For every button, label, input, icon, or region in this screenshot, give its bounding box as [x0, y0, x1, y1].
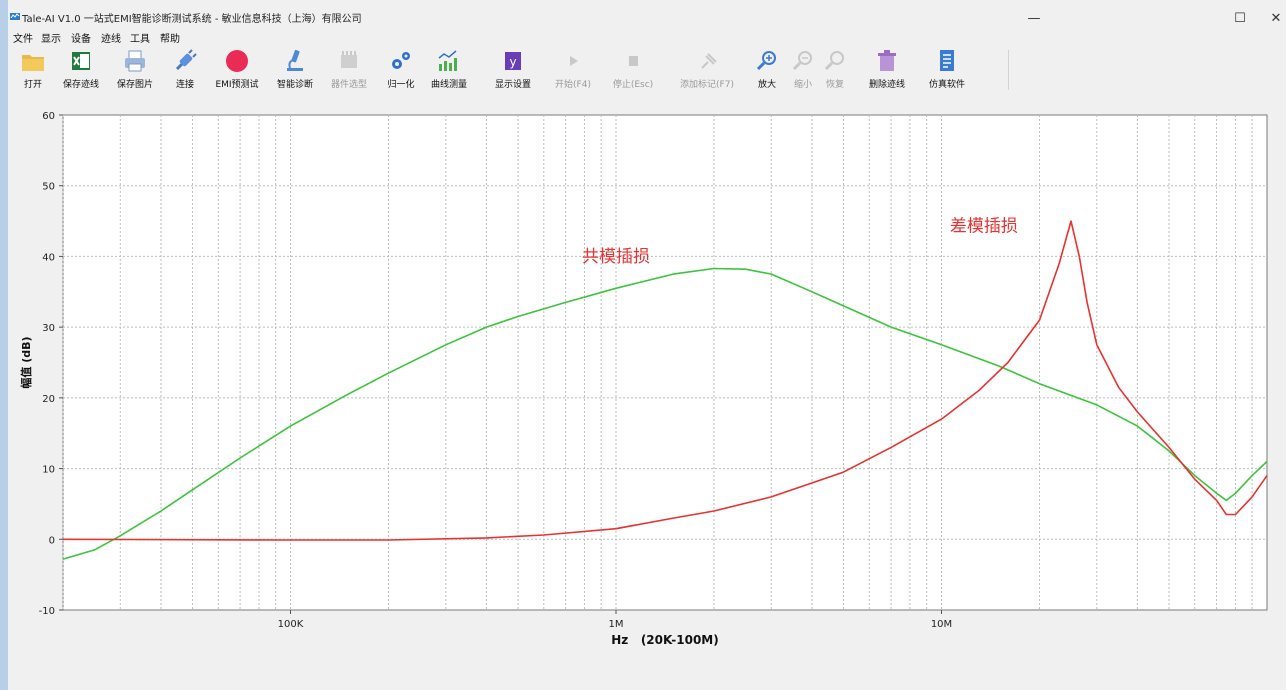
- y-tick-label: 10: [42, 465, 55, 476]
- stop-button[interactable]: 停止(Esc): [608, 46, 658, 92]
- y-tick-label: 0: [49, 535, 55, 546]
- trash-icon: [878, 50, 896, 71]
- display-settings-button[interactable]: y 显示设置: [490, 46, 536, 92]
- excel-icon: [72, 52, 90, 70]
- restore-label: 恢复: [825, 80, 844, 90]
- menu-trace[interactable]: 迹线: [101, 34, 121, 45]
- zoom-out-label: 缩小: [793, 80, 812, 90]
- gears-icon: [392, 52, 410, 69]
- component-selection-button[interactable]: 器件选型: [326, 46, 372, 92]
- printer-icon: [125, 50, 145, 72]
- zoom-in-icon: [756, 51, 776, 71]
- emi-pretest-button[interactable]: EMI预测试: [210, 46, 264, 92]
- normalize-label: 归一化: [387, 80, 415, 90]
- folder-icon: [22, 55, 44, 71]
- menu-display[interactable]: 显示: [41, 34, 61, 45]
- y-tick-label: 40: [42, 252, 55, 263]
- document-icon: [940, 50, 954, 71]
- marker-icon: [701, 53, 717, 69]
- app-window: Tale-AI V1.0 一站式EMI智能诊断测试系统 - 敏业信息科技（上海）…: [8, 0, 1286, 690]
- y-tick-label: 20: [42, 394, 55, 405]
- add-marker-label: 添加标记(F7): [680, 80, 734, 90]
- menu-help[interactable]: 帮助: [160, 34, 180, 45]
- plot-area[interactable]: [62, 114, 1268, 611]
- start-button[interactable]: 开始(F4): [550, 46, 596, 92]
- simulation-software-button[interactable]: 仿真软件: [924, 46, 970, 92]
- smart-diagnosis-label: 智能诊断: [276, 80, 313, 90]
- differential-mode-annotation: 差模插损: [950, 217, 1018, 237]
- y-axis-icon: y: [505, 52, 521, 70]
- zoom-out-icon: [792, 51, 812, 71]
- common-mode-annotation: 共模插损: [582, 247, 650, 267]
- y-tick-label: -10: [39, 606, 55, 617]
- y-tick-label: 30: [42, 323, 55, 334]
- simulation-software-label: 仿真软件: [928, 80, 965, 90]
- status-bar: [8, 668, 1286, 690]
- zoom-in-label: 放大: [757, 80, 776, 90]
- app-logo-icon: [10, 13, 20, 20]
- open-button[interactable]: 打开: [16, 46, 50, 92]
- menu-tools[interactable]: 工具: [130, 34, 150, 45]
- chart-panel[interactable]: -10 0 10 20 30 40 50 60 100K 1M 10M Hz (20K-100M) 幅值…: [8, 100, 1286, 660]
- window-title: Tale-AI V1.0 一站式EMI智能诊断测试系统 - 敏业信息科技（上海）…: [22, 14, 362, 25]
- x-tick-label: 1M: [609, 619, 624, 630]
- menu-device[interactable]: 设备: [71, 34, 91, 45]
- stop-icon: [629, 56, 638, 66]
- curve-measure-label: 曲线测量: [430, 80, 467, 90]
- save-image-button[interactable]: 保存图片: [112, 46, 158, 92]
- add-marker-button[interactable]: 添加标记(F7): [676, 46, 738, 92]
- menu-bar: 文件 显示 设备 迹线 工具 帮助: [8, 28, 1286, 45]
- connect-label: 连接: [175, 80, 194, 90]
- insertion-loss-chart[interactable]: -10 0 10 20 30 40 50 60 100K 1M 10M Hz (20K-100M) 幅值…: [8, 100, 1286, 660]
- stop-label: 停止(Esc): [612, 80, 654, 90]
- zoom-in-button[interactable]: 放大: [750, 46, 784, 92]
- zoom-out-button[interactable]: 缩小: [788, 46, 818, 92]
- component-icon: [341, 51, 357, 68]
- save-image-label: 保存图片: [116, 80, 153, 90]
- plug-icon: [175, 49, 197, 71]
- y-tick-label: 50: [42, 182, 55, 193]
- x-tick-label: 10M: [931, 619, 952, 630]
- save-trace-label: 保存迹线: [62, 80, 99, 90]
- display-settings-label: 显示设置: [494, 80, 531, 90]
- differential-mode-series-line[interactable]: [62, 220, 1268, 541]
- normalize-button[interactable]: 归一化: [384, 46, 418, 92]
- start-label: 开始(F4): [555, 80, 591, 90]
- curve-measure-icon: [438, 50, 457, 71]
- restore-icon: [824, 51, 844, 71]
- maximize-button[interactable]: ☐: [1234, 11, 1246, 26]
- save-trace-button[interactable]: 保存迹线: [58, 46, 104, 92]
- component-selection-label: 器件选型: [330, 80, 367, 90]
- curve-measure-button[interactable]: 曲线测量: [426, 46, 472, 92]
- close-button[interactable]: ✕: [1270, 11, 1282, 26]
- menu-file[interactable]: 文件: [13, 34, 33, 45]
- y-axis-label: 幅值 (dB): [19, 336, 33, 388]
- x-axis-label: Hz (20K-100M): [611, 633, 718, 647]
- svg-text:y: y: [509, 55, 516, 69]
- delete-trace-label: 删除迹线: [868, 80, 905, 90]
- connect-button[interactable]: 连接: [168, 46, 202, 92]
- restore-button[interactable]: 恢复: [820, 46, 850, 92]
- y-tick-label: 60: [42, 111, 55, 122]
- record-icon: [226, 50, 248, 72]
- emi-pretest-label: EMI预测试: [215, 80, 259, 90]
- microscope-icon: [287, 49, 303, 71]
- title-bar: Tale-AI V1.0 一站式EMI智能诊断测试系统 - 敏业信息科技（上海）…: [8, 0, 1286, 28]
- delete-trace-button[interactable]: 删除迹线: [864, 46, 910, 92]
- smart-diagnosis-button[interactable]: 智能诊断: [272, 46, 318, 92]
- play-icon: [570, 56, 578, 66]
- open-label: 打开: [23, 80, 42, 90]
- toolbar: 打开 保存迹线 保存图片 连接 EMI预测试 智能诊断 器件选型 归一化: [8, 46, 1286, 94]
- toolbar-end-separator: [1008, 50, 1009, 90]
- x-tick-label: 100K: [278, 619, 304, 630]
- minimize-button[interactable]: —: [1027, 11, 1041, 26]
